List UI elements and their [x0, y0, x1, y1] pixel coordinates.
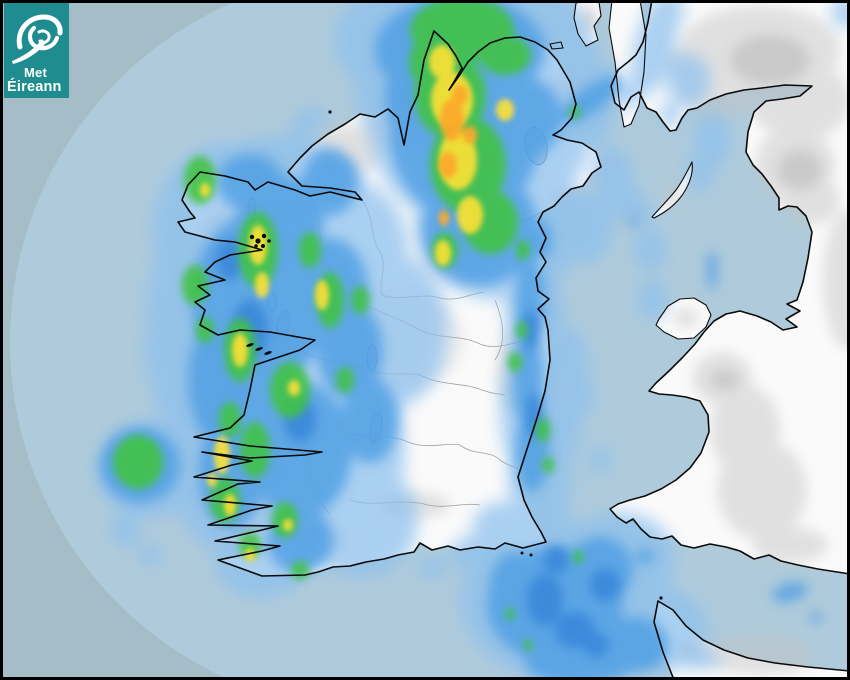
- rain-cell: [629, 216, 637, 228]
- rain-cell: [113, 435, 163, 489]
- rain-cell: [573, 550, 583, 564]
- rain-cell: [182, 265, 208, 305]
- rain-cell: [302, 149, 358, 215]
- rain-cell: [288, 380, 300, 396]
- swirl-tail: [12, 39, 46, 64]
- rain-cell: [584, 633, 608, 657]
- rain-cell: [637, 280, 667, 320]
- rain-cell: [489, 552, 541, 628]
- rain-cell: [540, 394, 580, 466]
- rain-cell: [652, 3, 684, 28]
- rainfall-overlay: [97, 3, 847, 677]
- rain-cell: [557, 192, 613, 264]
- rain-cell: [505, 608, 515, 620]
- rain-cell: [528, 220, 552, 260]
- rain-cell: [439, 210, 449, 226]
- rain-cell: [429, 45, 455, 79]
- rain-cell: [207, 473, 217, 487]
- rainfall-radar-map: [3, 3, 847, 677]
- rain-cell: [239, 532, 261, 558]
- rain-cell: [200, 183, 210, 197]
- rain-cell: [479, 35, 531, 75]
- rain-cell: [589, 445, 611, 475]
- rain-cell: [523, 640, 533, 650]
- rain-cell: [184, 156, 216, 204]
- rain-cell: [522, 310, 538, 350]
- rain-cell: [216, 240, 244, 280]
- rain-cell: [439, 152, 457, 178]
- logo-text-met: Met: [24, 65, 47, 80]
- met-eireann-logo: Met Éireann: [4, 3, 69, 98]
- rain-cell: [272, 502, 298, 538]
- rain-cell: [342, 377, 398, 463]
- rain-cell: [832, 3, 847, 28]
- rain-cell: [496, 99, 514, 121]
- rain-cell: [452, 85, 468, 105]
- rain-cell: [245, 548, 255, 562]
- rain-cell: [217, 154, 283, 210]
- rain-cell: [283, 519, 293, 531]
- rain-cell: [678, 651, 722, 669]
- rain-cell: [255, 272, 269, 298]
- rain-cell: [196, 317, 214, 343]
- met-eireann-swirl-icon: [12, 14, 63, 64]
- rain-cell: [525, 641, 635, 677]
- rain-cell: [660, 102, 680, 128]
- rain-cell: [544, 546, 568, 574]
- rain-cell: [542, 457, 554, 473]
- rain-cell: [240, 422, 270, 478]
- logo-text-eireann: Éireann: [7, 79, 62, 95]
- rain-cell: [440, 99, 464, 141]
- rain-cell: [772, 582, 808, 602]
- rain-cell: [617, 81, 639, 109]
- rain-cell: [666, 54, 710, 106]
- rain-cell: [687, 153, 713, 193]
- rain-cell: [299, 232, 321, 268]
- rain-cell: [515, 258, 545, 342]
- rain-cell: [590, 569, 620, 601]
- rain-cell: [707, 250, 717, 290]
- rain-cell: [315, 280, 329, 310]
- rain-cell: [435, 240, 451, 266]
- rain-cell: [139, 544, 161, 566]
- rain-cell: [416, 558, 448, 578]
- rain-cell: [536, 418, 550, 442]
- rain-cell: [516, 321, 528, 339]
- rain-cell: [630, 204, 656, 224]
- rain-cell: [634, 228, 666, 272]
- rain-cell: [291, 561, 309, 579]
- rain-cell: [289, 107, 327, 137]
- coastlines: [177, 3, 847, 677]
- rain-cell: [516, 240, 530, 260]
- rain-cell: [463, 126, 477, 144]
- rain-cell: [111, 513, 139, 547]
- rain-cell: [508, 352, 522, 372]
- rain-cell: [810, 612, 822, 622]
- rain-cell: [232, 333, 248, 367]
- rain-cell: [566, 371, 594, 419]
- rain-cell: [569, 106, 581, 118]
- small-islands: [246, 110, 663, 600]
- rain-cell: [555, 612, 595, 648]
- rain-cell: [224, 494, 236, 516]
- rain-cell: [636, 549, 654, 563]
- rain-cell: [351, 286, 369, 314]
- rain-cell: [457, 196, 483, 234]
- rain-cell: [527, 574, 563, 626]
- rain-cell: [336, 367, 354, 393]
